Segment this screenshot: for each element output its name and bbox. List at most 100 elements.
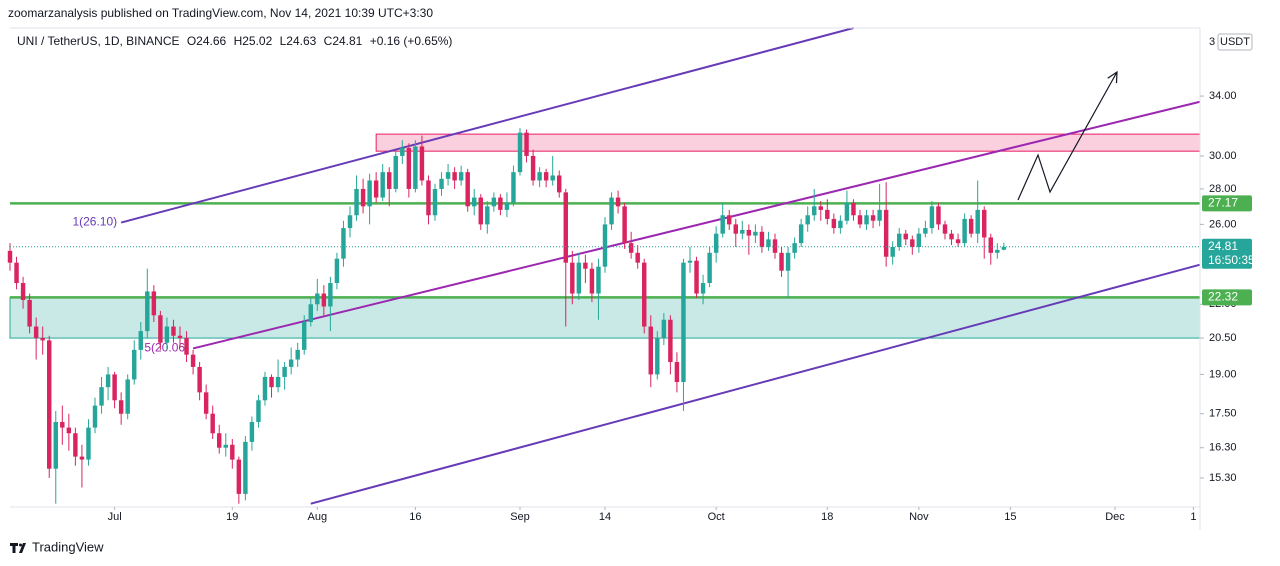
x-tick-label: 15 xyxy=(1004,511,1016,523)
candle-body xyxy=(504,202,510,210)
candle-body xyxy=(491,197,497,207)
candle-body xyxy=(668,319,673,362)
candle-body xyxy=(282,366,287,377)
y-tick-label: 30.00 xyxy=(1209,150,1237,162)
candle-body xyxy=(393,155,398,189)
candle-body xyxy=(99,387,104,406)
close: C24.81 xyxy=(324,34,363,48)
candle-body xyxy=(27,299,32,327)
candle-body xyxy=(439,178,444,189)
candle-body xyxy=(713,233,719,253)
countdown: 16:50:35 xyxy=(1208,253,1255,267)
candle-body xyxy=(1001,246,1007,250)
candle-body xyxy=(883,209,889,257)
y-tick-label: 19.00 xyxy=(1209,368,1237,380)
candle-body xyxy=(295,349,300,360)
zone xyxy=(375,133,1201,152)
candle-body xyxy=(151,291,157,316)
candle-body xyxy=(870,215,876,221)
candle-body xyxy=(426,180,431,216)
candle-body xyxy=(230,444,235,460)
candle-body xyxy=(655,338,660,375)
trendline xyxy=(192,100,1201,350)
candle-body xyxy=(733,224,738,234)
candle-body xyxy=(995,249,1000,253)
candle-body xyxy=(772,239,778,253)
candle-body xyxy=(877,209,882,221)
y-tick-label: 15.30 xyxy=(1209,472,1237,484)
x-tick-label: Jul xyxy=(108,511,122,523)
candle-body xyxy=(302,322,307,350)
candle-body xyxy=(112,374,117,401)
candle-body xyxy=(720,215,725,234)
candle-body xyxy=(851,202,856,216)
y-tick-label: 20.50 xyxy=(1209,332,1237,344)
candle-body xyxy=(687,260,693,263)
candle-body xyxy=(360,188,366,207)
candle-body xyxy=(798,224,804,244)
candle-body xyxy=(524,132,529,156)
x-tick-label: Aug xyxy=(308,511,328,523)
candle-body xyxy=(805,215,810,225)
price-tag-label: 27.17 xyxy=(1208,196,1238,210)
candle-body xyxy=(354,188,359,216)
price-tag xyxy=(1202,195,1252,212)
candle-body xyxy=(903,233,908,240)
candle-body xyxy=(164,326,170,343)
candle-body xyxy=(955,239,961,244)
candle-body xyxy=(92,405,98,428)
candle-body xyxy=(341,228,346,259)
candle-body xyxy=(857,215,863,225)
candle-body xyxy=(66,427,72,434)
candle-body xyxy=(596,266,601,294)
y-tick-label: 17.50 xyxy=(1209,408,1237,420)
candle-body xyxy=(472,197,477,207)
low: L24.63 xyxy=(280,34,317,48)
candle-body xyxy=(452,172,457,181)
trendline-label: 1(26.10) xyxy=(72,215,117,229)
candle-body xyxy=(20,283,26,300)
candle-body xyxy=(105,374,111,388)
candle-body xyxy=(387,172,392,189)
projection-arrow xyxy=(1017,70,1118,201)
candle-body xyxy=(197,366,202,393)
brand-logo xyxy=(10,543,26,553)
candle-body xyxy=(14,262,19,284)
candle-body xyxy=(86,427,91,460)
candle-body xyxy=(47,340,52,469)
price-tag-label: 24.81 xyxy=(1208,239,1238,253)
price-tag-label: 22.32 xyxy=(1208,290,1238,304)
price-tag xyxy=(1202,238,1252,269)
candle-body xyxy=(53,422,58,469)
candle-body xyxy=(661,319,667,339)
candle-body xyxy=(275,376,281,388)
plot-area: 1(26.10)5(20.06) xyxy=(7,27,1201,505)
candle-body xyxy=(132,349,137,380)
candle-body xyxy=(563,192,568,263)
symbol: UNI / TetherUS, 1D, BINANCE xyxy=(17,34,180,48)
x-tick-label: 14 xyxy=(599,511,611,523)
candle-body xyxy=(694,260,699,294)
candle-body xyxy=(458,172,464,181)
candle-body xyxy=(498,197,503,210)
candle-body xyxy=(746,229,752,236)
x-tick-label: Oct xyxy=(708,511,725,523)
candle-body xyxy=(648,326,653,375)
candle-body xyxy=(530,155,536,181)
brand: TradingView xyxy=(32,539,104,554)
candle-body xyxy=(517,132,523,173)
candle-body xyxy=(727,215,732,225)
candle-body xyxy=(543,172,549,181)
candle-body xyxy=(432,188,438,216)
candle-body xyxy=(125,379,130,414)
candle-body xyxy=(929,206,935,229)
candle-body xyxy=(419,146,425,181)
x-tick-label: 19 xyxy=(226,511,238,523)
candle-body xyxy=(203,392,209,414)
candle-body xyxy=(171,326,176,336)
candle-body xyxy=(988,237,993,253)
candle-body xyxy=(576,262,582,294)
candle-body xyxy=(367,180,372,207)
candle-body xyxy=(968,218,974,234)
candle-body xyxy=(177,335,183,339)
